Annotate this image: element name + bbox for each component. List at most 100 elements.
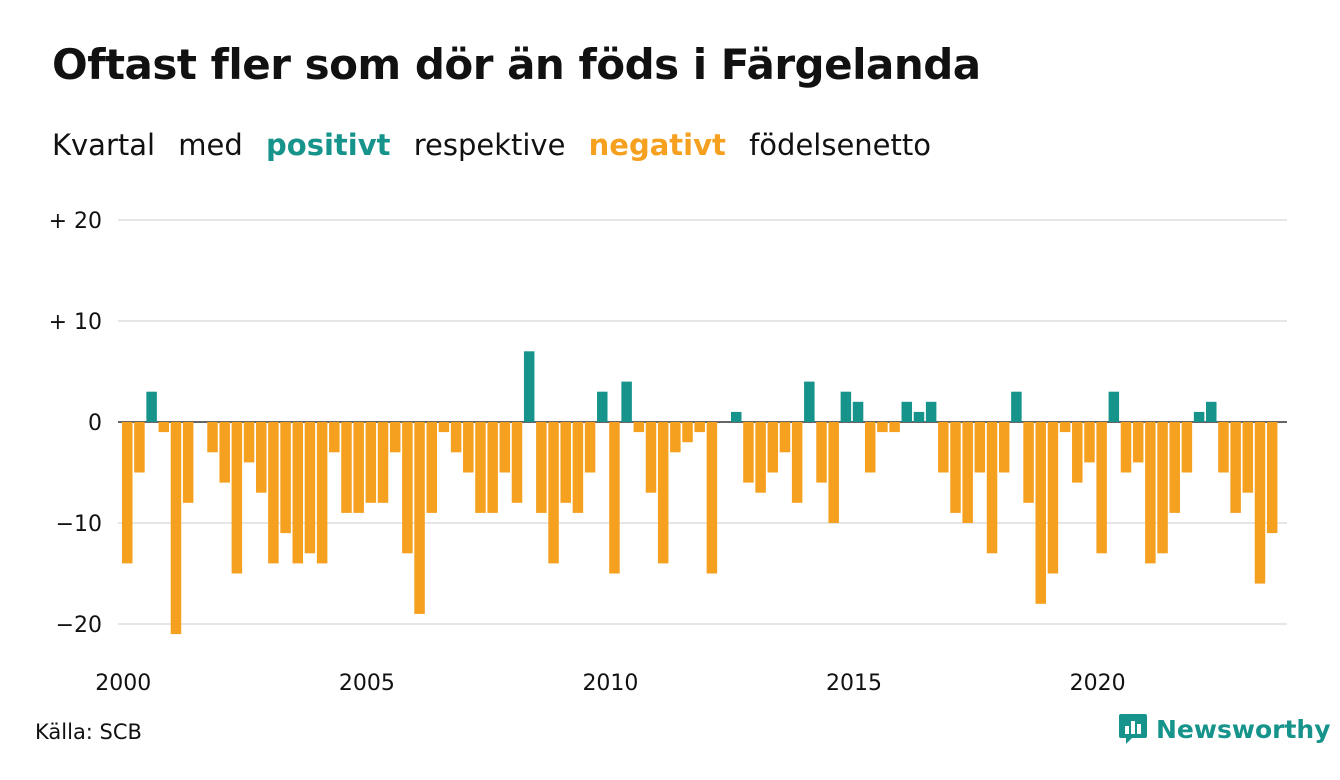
x-tick-label: 2000 bbox=[95, 671, 151, 696]
bar bbox=[779, 422, 791, 453]
bar bbox=[1047, 422, 1059, 574]
bar bbox=[840, 391, 852, 422]
bar bbox=[170, 422, 182, 635]
subtitle-word: Kvartal bbox=[52, 128, 156, 162]
bar bbox=[621, 381, 632, 422]
bar bbox=[731, 411, 742, 422]
bar bbox=[280, 422, 291, 534]
bar bbox=[499, 422, 511, 473]
bar bbox=[609, 422, 620, 574]
bar bbox=[901, 401, 913, 422]
bar bbox=[1157, 422, 1168, 554]
subtitle-word: med bbox=[178, 128, 243, 162]
bar bbox=[1023, 422, 1034, 503]
bar bbox=[182, 422, 194, 503]
y-tick-label: + 20 bbox=[49, 209, 102, 234]
bar bbox=[1059, 422, 1071, 433]
bar bbox=[755, 422, 766, 493]
bar bbox=[231, 422, 243, 574]
bar bbox=[816, 422, 827, 483]
bar bbox=[694, 422, 705, 433]
y-tick-label: 0 bbox=[88, 411, 102, 436]
bar bbox=[560, 422, 571, 503]
y-tick-label: −20 bbox=[56, 613, 102, 638]
bar bbox=[1132, 422, 1144, 463]
bar bbox=[682, 422, 693, 443]
bar bbox=[1108, 391, 1120, 422]
bar bbox=[925, 401, 937, 422]
bar bbox=[1206, 401, 1217, 422]
bar bbox=[304, 422, 316, 554]
bar bbox=[1072, 422, 1083, 483]
bar bbox=[1035, 422, 1046, 604]
bar bbox=[389, 422, 401, 453]
bar bbox=[134, 422, 145, 473]
bar bbox=[475, 422, 486, 513]
bar bbox=[1266, 422, 1278, 534]
bar bbox=[1254, 422, 1266, 584]
bar bbox=[998, 422, 1010, 473]
bar bbox=[450, 422, 462, 453]
bar bbox=[548, 422, 559, 564]
x-tick-label: 2010 bbox=[582, 671, 638, 696]
bar bbox=[645, 422, 657, 493]
bar bbox=[243, 422, 255, 463]
bar bbox=[353, 422, 364, 513]
subtitle-positive-label: positivt bbox=[266, 128, 391, 162]
bar bbox=[877, 422, 888, 433]
bar bbox=[377, 422, 389, 503]
chart-subtitle: Kvartal med positivt respektive negativt… bbox=[52, 128, 945, 162]
bar bbox=[316, 422, 328, 564]
brand-name: Newsworthy bbox=[1156, 714, 1331, 744]
bar bbox=[889, 422, 900, 433]
bar bbox=[1242, 422, 1254, 493]
bar bbox=[1084, 422, 1095, 463]
bar bbox=[1120, 422, 1132, 473]
bar bbox=[268, 422, 279, 564]
bar bbox=[1230, 422, 1241, 513]
x-tick-label: 2005 bbox=[339, 671, 395, 696]
bar bbox=[463, 422, 474, 473]
bar bbox=[584, 422, 596, 473]
bar bbox=[852, 401, 864, 422]
bar bbox=[743, 422, 754, 483]
bar bbox=[365, 422, 377, 503]
bar bbox=[986, 422, 998, 554]
bar bbox=[255, 422, 267, 493]
bar bbox=[158, 422, 170, 433]
bar bbox=[438, 422, 450, 433]
bar bbox=[1096, 422, 1107, 554]
bar bbox=[414, 422, 425, 614]
bar bbox=[804, 381, 815, 422]
bar-chart-speech-bubble-icon bbox=[1119, 714, 1147, 744]
bar bbox=[1011, 391, 1022, 422]
bar bbox=[633, 422, 645, 433]
subtitle-word: respektive bbox=[413, 128, 566, 162]
bar bbox=[657, 422, 669, 564]
bar bbox=[487, 422, 498, 513]
source-note: Källa: SCB bbox=[35, 720, 142, 744]
bar bbox=[767, 422, 779, 473]
bar bbox=[1169, 422, 1180, 513]
bar bbox=[1181, 422, 1193, 473]
bar bbox=[950, 422, 961, 513]
bar bbox=[341, 422, 352, 513]
bar bbox=[962, 422, 973, 523]
bar bbox=[1218, 422, 1229, 473]
x-tick-label: 2015 bbox=[826, 671, 882, 696]
bar bbox=[219, 422, 230, 483]
bar bbox=[597, 391, 608, 422]
x-tick-label: 2020 bbox=[1070, 671, 1126, 696]
bar bbox=[670, 422, 681, 453]
bar bbox=[402, 422, 413, 554]
subtitle-negative-label: negativt bbox=[588, 128, 726, 162]
bar bbox=[913, 411, 925, 422]
bar bbox=[523, 351, 535, 422]
y-tick-label: −10 bbox=[56, 512, 102, 537]
bar bbox=[864, 422, 876, 473]
bar bbox=[536, 422, 547, 513]
bar bbox=[207, 422, 218, 453]
bar bbox=[426, 422, 437, 513]
chart-title: Oftast fler som dör än föds i Färgelanda bbox=[52, 40, 981, 89]
